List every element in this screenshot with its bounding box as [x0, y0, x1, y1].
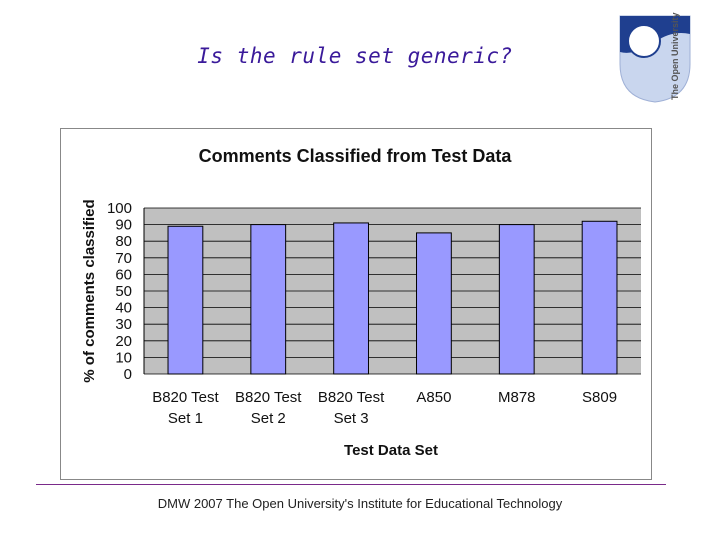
bar: [333, 222, 369, 375]
bar: [416, 232, 452, 375]
x-tick-label: A850: [416, 389, 451, 406]
y-tick-label: 40: [115, 300, 132, 317]
x-tick-label: B820 Test: [318, 389, 385, 406]
x-tick-label: S809: [582, 389, 617, 406]
x-tick-label: Set 2: [251, 410, 286, 427]
y-tick-label: 10: [115, 349, 132, 366]
bar: [581, 220, 618, 375]
bar: [250, 224, 287, 375]
bottom-divider: [36, 484, 666, 485]
footer-text: DMW 2007 The Open University's Institute…: [157, 496, 563, 511]
chart-frame: Comments Classified from Test Data 0 10 20…: [60, 128, 652, 480]
y-tick-label: 90: [115, 217, 132, 234]
x-tick-label: Set 1: [168, 410, 203, 427]
bar-chart: Comments Classified from Test Data 01020…: [81, 146, 641, 459]
y-tick-label: 30: [115, 316, 132, 333]
bar: [498, 224, 535, 375]
open-university-logo: [612, 12, 720, 107]
y-tick-label: 100: [107, 200, 132, 217]
logo-text: The Open University: [670, 12, 680, 100]
y-tick-label: 60: [115, 266, 132, 283]
x-axis-label: Test Data Set: [344, 442, 438, 459]
y-tick-label: 80: [115, 233, 132, 250]
y-tick-label: 50: [115, 283, 132, 300]
y-tick-label: 20: [115, 333, 132, 350]
chart-title: Comments Classified from Test Data: [199, 146, 513, 166]
x-tick-label: B820 Test: [152, 389, 219, 406]
y-tick-label: 70: [115, 250, 132, 267]
x-tick-label: Set 3: [334, 410, 369, 427]
y-axis-label: % of comments classified: [81, 199, 98, 382]
x-tick-label: M878: [498, 389, 536, 406]
y-tick-label: 0: [124, 366, 132, 383]
bar: [167, 225, 204, 375]
slide-title: Is the rule set generic?: [197, 44, 513, 68]
x-tick-label: B820 Test: [235, 389, 302, 406]
